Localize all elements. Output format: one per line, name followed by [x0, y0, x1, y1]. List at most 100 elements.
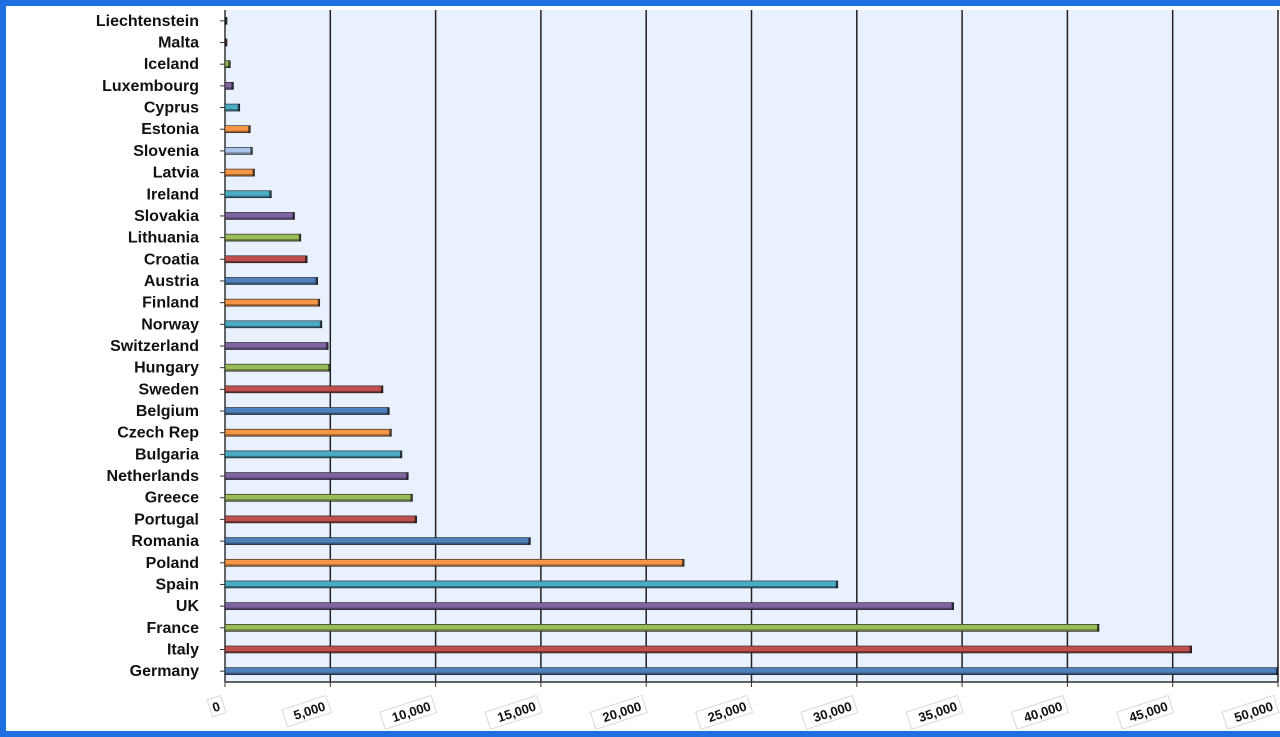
category-label: France [147, 620, 200, 637]
bar-end-cap [1189, 645, 1192, 653]
category-label: Lithuania [128, 230, 199, 247]
category-label: Estonia [141, 121, 199, 138]
x-tick-group: 10,000 [379, 694, 438, 730]
category-label: Portugal [134, 511, 199, 528]
bar-end-cap [250, 147, 253, 155]
bar-end-cap [682, 559, 685, 567]
category-label: Cyprus [144, 100, 199, 117]
x-tick-label-box [800, 694, 859, 730]
bar-shade [225, 390, 383, 393]
category-label: Ireland [147, 186, 199, 203]
x-tick-group: 45,000 [1116, 694, 1175, 730]
bar-end-cap [410, 494, 413, 502]
bar-shade [225, 109, 240, 112]
x-tick-label-box [1221, 694, 1280, 730]
x-tick-label-box [905, 694, 964, 730]
bar-end-cap [326, 342, 329, 350]
bar-end-cap [248, 125, 251, 133]
bar-shade [225, 542, 531, 545]
bar [224, 493, 413, 502]
bar-end-cap [528, 537, 531, 545]
category-label: Poland [146, 555, 199, 572]
bar [224, 558, 685, 567]
x-tick-group: 50,000 [1221, 694, 1280, 730]
category-label: Romania [131, 533, 199, 550]
bar-end-cap [319, 320, 322, 328]
bar-end-cap [380, 385, 383, 393]
bar-end-cap [305, 255, 308, 263]
bar-end-cap [399, 450, 402, 458]
bar-shade [225, 672, 1278, 675]
bar-shade [225, 130, 251, 133]
bar-shade [225, 499, 413, 502]
bar-shade [225, 455, 402, 458]
category-label: UK [176, 598, 200, 615]
bar-end-cap [225, 17, 227, 25]
x-tick-group: 25,000 [694, 694, 754, 730]
bar-end-cap [387, 407, 390, 415]
bar-end-cap [1096, 624, 1099, 632]
x-tick-label: 0 [210, 699, 222, 716]
x-tick-group: 20,000 [589, 694, 648, 730]
bar-shade [225, 564, 685, 567]
bar-shade [225, 412, 390, 415]
category-label: Iceland [144, 56, 199, 73]
x-tick-group: 5,000 [281, 694, 332, 728]
bar-shade [225, 434, 392, 437]
bar-end-cap [231, 82, 234, 90]
bar-end-cap [317, 299, 320, 307]
category-label: Latvia [153, 165, 199, 182]
bar-shade [225, 174, 255, 177]
bar-shade [225, 520, 417, 523]
x-tick-label-box [484, 694, 543, 730]
x-tick-group: 15,000 [484, 694, 543, 730]
bar-end-cap [315, 277, 318, 285]
bar-shade [225, 585, 838, 588]
bar-shade [225, 347, 329, 350]
bar-shade [225, 369, 331, 372]
bar-end-cap [269, 190, 272, 198]
bar-shade [225, 152, 253, 155]
category-label: Norway [141, 316, 199, 333]
bar-end-cap [225, 39, 227, 47]
bar-shade [225, 260, 308, 263]
bar-end-cap [298, 234, 301, 242]
category-label: Austria [144, 273, 199, 290]
category-label: Bulgaria [135, 446, 199, 463]
bar-shade [225, 304, 320, 307]
category-label: Greece [145, 490, 199, 507]
category-label: Italy [167, 641, 199, 658]
category-label: Croatia [144, 251, 199, 268]
bar-end-cap [237, 104, 240, 112]
bar-end-cap [951, 602, 954, 610]
bar-shade [225, 607, 954, 610]
x-tick-label-box [1116, 694, 1175, 730]
x-tick-label-box [206, 694, 227, 718]
bar-end-cap [328, 364, 331, 372]
x-tick-label-box [694, 694, 754, 730]
category-label: Belgium [136, 403, 199, 420]
category-label: Netherlands [107, 468, 200, 485]
x-tick-label-box [1010, 694, 1070, 730]
bar-shade [225, 87, 234, 90]
bar-end-cap [406, 472, 409, 480]
bar-shade [225, 477, 409, 480]
bar-end-cap [292, 212, 295, 220]
category-label: Germany [130, 663, 199, 680]
x-tick-label-box [281, 694, 332, 728]
category-label: Malta [158, 35, 199, 52]
bar-end-cap [1276, 667, 1278, 675]
x-tick-group: 40,000 [1010, 694, 1070, 730]
category-label: Czech Rep [117, 425, 199, 442]
bar-shade [225, 195, 272, 198]
category-label: Finland [142, 295, 199, 312]
category-label: Slovakia [134, 208, 199, 225]
bar-end-cap [252, 169, 255, 177]
bar-shade [225, 282, 318, 285]
bar-end-cap [228, 60, 231, 68]
bar-shade [225, 629, 1099, 632]
bar-shade [225, 65, 231, 68]
x-tick-group: 30,000 [800, 694, 859, 730]
bar-shade [225, 239, 301, 242]
